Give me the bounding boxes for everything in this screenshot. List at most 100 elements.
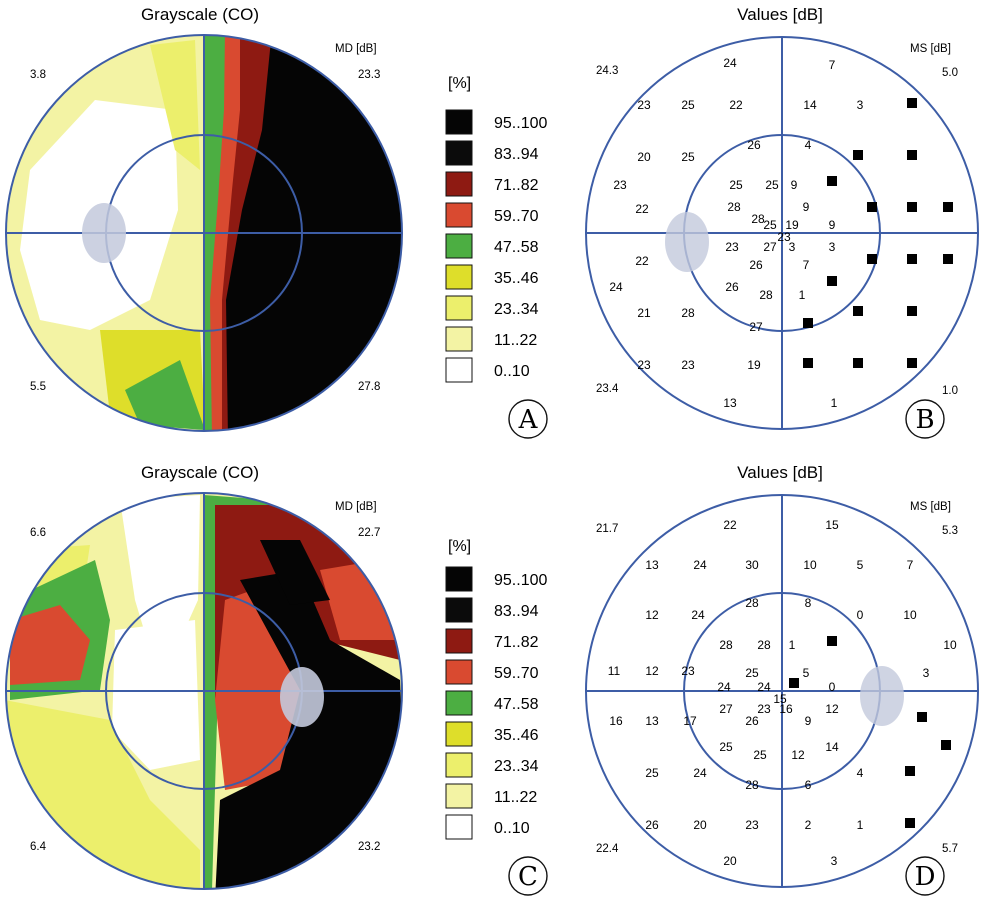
- panel-b-marker-47: [853, 306, 863, 316]
- panel-b-marker-22: [867, 202, 877, 212]
- panel-b-title: Values [dB]: [737, 5, 823, 24]
- legend-top-swatch-0: [445, 109, 473, 135]
- legend-top-label-0: 95..100: [494, 115, 547, 132]
- legend-bottom-swatch-1: [445, 597, 473, 623]
- panel-b-marker-55: [853, 358, 863, 368]
- panel-d-value-34: 23: [757, 702, 771, 716]
- panel-d-value-26: 24: [757, 680, 771, 694]
- panel-b-value-3: 25: [681, 98, 695, 112]
- panel-d-value-40: 25: [719, 740, 733, 754]
- panel-d-marker-48: [905, 766, 915, 776]
- legend-top-swatch-6: [445, 295, 473, 321]
- panel-b-value-21: 9: [803, 200, 810, 214]
- panel-d-value-43: 14: [825, 740, 839, 754]
- panel-b-ms-label: MS [dB]: [910, 43, 951, 55]
- panel-c-area-59-70: [10, 605, 90, 685]
- panel-d-value-22: 25: [745, 666, 759, 680]
- panel-letter-b: B: [905, 399, 945, 439]
- panel-b-value-41: 26: [725, 280, 739, 294]
- legend-top-swatch-3: [445, 202, 473, 228]
- panel-b-value-16: 9: [791, 178, 798, 192]
- panel-d-value-18: 10: [943, 638, 957, 652]
- panel-b-marker-17: [827, 176, 837, 186]
- panel-b-value-9: 4: [805, 138, 812, 152]
- panel-d-values: Values [dB] MS [dB] 21.7 5.3 22.4 5.7 22…: [585, 463, 979, 888]
- legend-bottom-label-2: 71..82: [494, 634, 539, 651]
- panel-letter-c: C: [508, 856, 548, 896]
- panel-d-value-1: 15: [825, 518, 839, 532]
- panel-letter-a-text: A: [518, 405, 539, 435]
- panel-b-value-33: 3: [829, 240, 836, 254]
- legend-bottom-swatch-3: [445, 659, 473, 685]
- panel-letter-c-circle: [508, 856, 548, 896]
- legend-top-swatch-8: [445, 357, 473, 383]
- panel-d-value-31: 13: [645, 714, 659, 728]
- panel-a-value-top-right: 23.3: [358, 69, 380, 81]
- panel-b-marker-56: [907, 358, 917, 368]
- panel-d-value-top-left: 21.7: [596, 523, 618, 535]
- panel-d-value-46: 24: [693, 766, 707, 780]
- panel-b-value-bottom-left: 23.4: [596, 383, 619, 395]
- panel-c-title: Grayscale (CO): [141, 463, 259, 482]
- legend-top-label-6: 23..34: [494, 301, 539, 318]
- panel-d-value-35: 16: [779, 702, 793, 716]
- panel-c-value-bottom-left: 6.4: [30, 841, 47, 853]
- panel-d-value-57: 20: [723, 854, 737, 868]
- panel-letter-d: D: [905, 856, 945, 896]
- panel-d-blind-spot: [860, 666, 904, 726]
- panel-b-value-12: 20: [637, 150, 651, 164]
- panel-b-blind-spot: [665, 212, 709, 272]
- legend-bottom-label-8: 0..10: [494, 820, 530, 837]
- panel-b-marker-44: [827, 276, 837, 286]
- legend-bottom-header: [%]: [448, 538, 471, 555]
- panel-a-area-23-34: [150, 40, 200, 170]
- panel-b-value-57: 13: [723, 396, 737, 410]
- panel-b-value-1: 7: [829, 58, 836, 72]
- panel-d-value-8: 28: [745, 596, 759, 610]
- panel-d-value-9: 8: [805, 596, 812, 610]
- legend-bottom-label-7: 11..22: [494, 789, 537, 806]
- panel-d-value-55: 1: [857, 818, 864, 832]
- panel-d-marker-39: [917, 712, 927, 722]
- panel-b-value-top-left: 24.3: [596, 65, 618, 77]
- panel-b-marker-24: [943, 202, 953, 212]
- panel-c-area-95-100b: [260, 540, 330, 605]
- panel-letter-c-text: C: [518, 862, 538, 892]
- panel-d-marker-44: [941, 740, 951, 750]
- panel-letter-d-circle: [905, 856, 945, 896]
- legend-bottom-label-4: 47..58: [494, 696, 539, 713]
- panel-d-value-33: 27: [719, 702, 733, 716]
- panel-d-ms-label: MS [dB]: [910, 501, 951, 513]
- legend-top-label-5: 35..46: [494, 270, 539, 287]
- panel-d-value-top-right: 5.3: [942, 525, 958, 537]
- panel-b-value-30: 23: [725, 240, 739, 254]
- panel-d-value-15: 28: [757, 638, 771, 652]
- panel-b-value-29: 23: [777, 230, 791, 244]
- panel-a-area-95-100: [226, 35, 402, 431]
- panel-letter-a-circle: [508, 399, 548, 439]
- panel-d-value-bottom-left: 22.4: [596, 843, 619, 855]
- legend-top-swatch-5: [445, 264, 473, 290]
- panel-b-marker-11: [907, 150, 917, 160]
- panel-d-value-23: 5: [803, 666, 810, 680]
- panel-b-value-5: 14: [803, 98, 817, 112]
- legend-bottom-label-3: 59..70: [494, 665, 539, 682]
- panel-d-value-38: 9: [805, 714, 812, 728]
- panel-b-value-15: 25: [765, 178, 779, 192]
- panel-d-value-5: 10: [803, 558, 817, 572]
- panel-letter-a: A: [508, 399, 548, 439]
- panel-b-value-31: 27: [763, 240, 777, 254]
- panel-d-value-47: 4: [857, 766, 864, 780]
- panel-d-marker-27: [789, 678, 799, 688]
- panel-a-grayscale: Grayscale (CO) MD [dB] 3.8 23.3 5.5 27.8: [5, 5, 403, 432]
- legend-top: [%] 95..100 83..94 71..82 59..70 47..58 35..4…: [445, 75, 547, 383]
- panel-a-area-47-58: [125, 360, 205, 430]
- panel-b-value-43: 1: [799, 288, 806, 302]
- panel-d-value-52: 20: [693, 818, 707, 832]
- panel-d-value-36: 12: [825, 702, 839, 716]
- legend-bottom-label-6: 23..34: [494, 758, 539, 775]
- panel-d-value-49: 28: [745, 778, 759, 792]
- panel-b-value-19: 22: [635, 202, 649, 216]
